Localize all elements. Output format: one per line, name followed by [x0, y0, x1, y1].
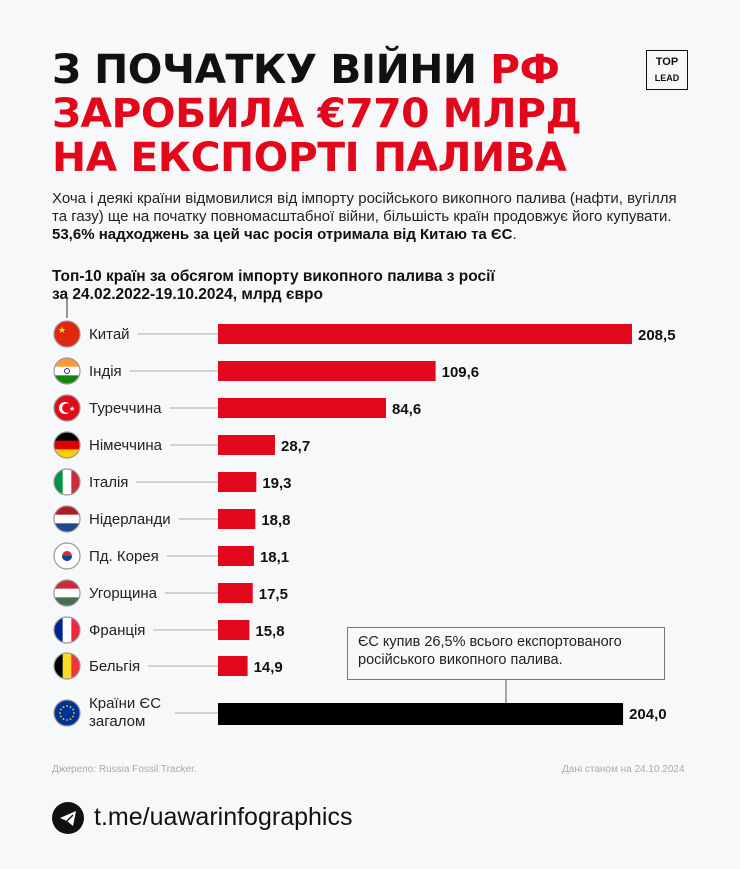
hungary-flag-icon — [53, 579, 81, 607]
headline-line1: З ПОЧАТКУ ВІЙНИ — [52, 47, 491, 93]
value-label: 14,9 — [254, 659, 283, 676]
source-note: Джерело: Russia Fossil Tracker. — [52, 764, 197, 775]
value-label: 28,7 — [281, 438, 310, 455]
chart-title-line2: за 24.02.2022-19.10.2024, млрд євро — [52, 286, 323, 303]
bar — [218, 398, 386, 418]
value-label: 17,5 — [259, 586, 288, 603]
value-label: 15,8 — [255, 623, 284, 640]
eu-annotation: ЄС купив 26,5% всього експортованого рос… — [347, 627, 665, 680]
headline-rf: РФ — [490, 47, 560, 93]
bar-chart: ★ Китай 208,5 Індія 109,6 ★ Туреччина 84,6 Німеч… — [53, 298, 676, 730]
category-label: Індія — [89, 363, 122, 380]
germany-flag-icon — [53, 431, 81, 459]
category-label: Німеччина — [89, 437, 163, 454]
category-label: Китай — [89, 326, 130, 343]
telegram-icon — [52, 802, 84, 834]
category-label: Угорщина — [89, 585, 158, 602]
bar — [218, 435, 275, 455]
headline-line2: ЗАРОБИЛА €770 МЛРД — [52, 91, 582, 137]
telegram-link[interactable]: t.me/uawarinfographics — [94, 803, 353, 831]
category-label: Бельгія — [89, 658, 140, 675]
value-label: 208,5 — [638, 327, 676, 344]
category-label: Нідерланди — [89, 511, 171, 528]
bar — [218, 509, 256, 529]
belgium-flag-icon — [53, 652, 81, 680]
headline: З ПОЧАТКУ ВІЙНИ РФ ЗАРОБИЛА €770 МЛРД НА… — [52, 47, 582, 181]
value-label: 109,6 — [442, 364, 480, 381]
turkey-flag-icon: ★ — [53, 394, 81, 422]
intro-body: Хоча і деякі країни відмовилися від імпо… — [52, 190, 677, 225]
svg-text:★: ★ — [69, 405, 75, 413]
value-label: 204,0 — [629, 706, 667, 723]
toplead-logo: TOP LEAD — [646, 50, 688, 90]
logo-line2: LEAD — [654, 73, 680, 83]
value-label: 19,3 — [262, 475, 291, 492]
value-label: 84,6 — [392, 401, 421, 418]
category-label: Франція — [89, 622, 145, 639]
value-label: 18,8 — [261, 512, 290, 529]
headline-line3: НА ЕКСПОРТІ ПАЛИВА — [52, 135, 567, 181]
data-date: Дані станом на 24.10.2024 — [562, 764, 685, 775]
value-label: 18,1 — [260, 549, 289, 566]
category-label: загалом — [89, 713, 145, 730]
bar — [218, 472, 257, 492]
eu-flag-icon — [53, 699, 81, 727]
bar — [218, 656, 248, 676]
chart-title: Топ-10 країн за обсягом імпорту викопног… — [52, 268, 652, 304]
bar — [218, 620, 250, 640]
italy-flag-icon — [53, 468, 81, 496]
chart-title-line1: Топ-10 країн за обсягом імпорту викопног… — [52, 268, 495, 285]
category-label: Італія — [89, 474, 128, 491]
svg-text:★: ★ — [58, 325, 66, 335]
france-flag-icon — [53, 616, 81, 644]
netherlands-flag-icon — [53, 505, 81, 533]
intro-text: Хоча і деякі країни відмовилися від імпо… — [52, 190, 692, 244]
bar — [218, 546, 254, 566]
bar — [218, 361, 436, 381]
bar — [218, 703, 624, 725]
india-flag-icon — [53, 357, 81, 385]
intro-end: . — [512, 226, 517, 243]
intro-bold: 53,6% надходжень за цей час росія отрима… — [52, 226, 513, 243]
south-korea-flag-icon — [53, 542, 81, 570]
bar — [218, 324, 632, 344]
china-flag-icon: ★ — [53, 320, 81, 348]
bar — [218, 583, 253, 603]
category-label: Туреччина — [89, 400, 162, 417]
logo-line1: TOP — [655, 56, 679, 68]
category-label: Країни ЄС — [89, 695, 161, 712]
category-label: Пд. Корея — [89, 548, 159, 565]
